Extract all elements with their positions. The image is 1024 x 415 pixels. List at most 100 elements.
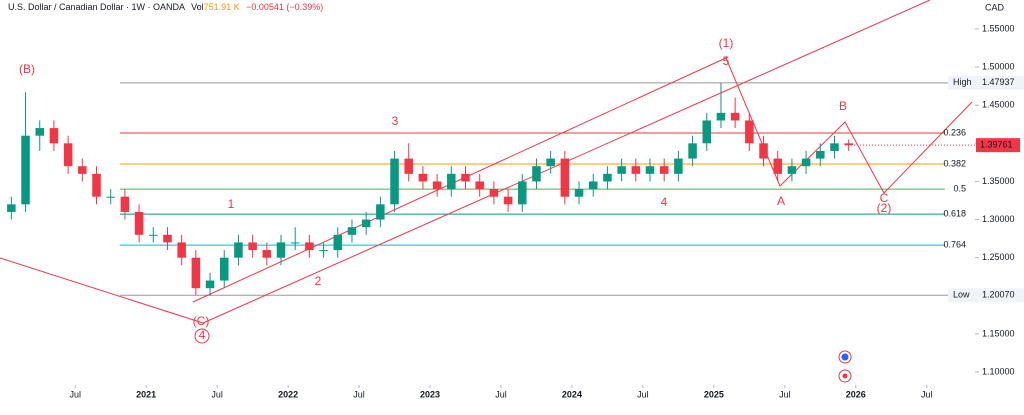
x-tick-label: 2025	[704, 389, 724, 399]
level-name: Low	[953, 290, 970, 300]
candle-body	[560, 158, 570, 197]
candle-body	[106, 196, 115, 198]
candle-body	[120, 196, 130, 212]
x-tick-label: Jul	[211, 389, 223, 399]
candle-body	[290, 242, 300, 244]
y-tick-label: 1.10000	[982, 366, 1015, 376]
candle-body	[149, 234, 158, 236]
last-price-badge	[976, 138, 1020, 153]
wave-label: 1	[228, 197, 235, 211]
candle-body	[503, 196, 513, 205]
wave-label: (1)	[719, 36, 734, 50]
wave-circle	[194, 328, 210, 344]
candle-body	[617, 166, 626, 174]
candle-body	[745, 120, 754, 144]
y-tick-label: 1.30000	[982, 214, 1015, 224]
y-tick-label: 1.35000	[982, 176, 1015, 186]
wave-label: 4	[661, 195, 668, 209]
candle-body	[276, 242, 286, 258]
candle-body	[390, 158, 399, 205]
trend-line	[192, 56, 729, 303]
candle-body	[361, 219, 371, 228]
level-badge	[948, 75, 1024, 90]
fib-label: 0.764	[943, 239, 966, 249]
x-tick-label: 2023	[420, 389, 440, 399]
candle-body	[588, 181, 598, 190]
projection-path	[725, 57, 973, 194]
level-value: 1.20070	[982, 290, 1015, 300]
candle-body	[702, 120, 712, 144]
x-tick-label: 2022	[278, 389, 298, 399]
flag-icon	[841, 353, 849, 361]
wave-label: 2	[315, 274, 322, 288]
candle-body	[674, 158, 683, 174]
candle-body	[801, 158, 811, 167]
fib-label: 0.5	[953, 183, 966, 193]
candle-body	[418, 173, 428, 182]
candle-body	[63, 143, 73, 167]
candle-body	[49, 128, 59, 144]
x-tick-label: 2026	[846, 389, 866, 399]
y-tick-label: 1.50000	[982, 61, 1015, 71]
trend-lines	[0, 0, 973, 324]
candle-body	[659, 166, 669, 174]
candle-body	[7, 204, 16, 212]
candle-body	[816, 150, 825, 159]
candle-body	[404, 158, 413, 174]
candle-body	[716, 112, 726, 121]
candle-body	[432, 181, 442, 190]
candle-body	[546, 158, 555, 167]
x-tick-label: 2021	[136, 389, 156, 399]
wave-label: C	[880, 191, 889, 205]
candle-body	[574, 189, 584, 197]
wave-label: (C)	[193, 314, 210, 328]
candle-body	[92, 173, 101, 197]
wave-label: 4	[199, 328, 206, 342]
candle-body	[177, 242, 186, 258]
wave-label: (2)	[877, 201, 892, 215]
candle-body	[461, 173, 470, 182]
fib-label: 0.618	[943, 209, 966, 219]
candle-body	[759, 143, 768, 159]
volume-label: Vol	[191, 2, 204, 12]
x-tick-label: Jul	[637, 389, 649, 399]
candle-body	[21, 135, 30, 205]
candle-body	[78, 166, 87, 174]
y-tick-label: 1.45000	[982, 100, 1015, 110]
candle-body	[532, 166, 541, 182]
flag-icon	[842, 373, 848, 379]
level-badge	[948, 288, 1024, 303]
x-tick-label: Jul	[353, 389, 365, 399]
candle-body	[305, 242, 314, 251]
candle-body	[489, 189, 499, 197]
candle-body	[787, 166, 797, 174]
candle-body	[773, 158, 782, 174]
candle-body	[645, 166, 655, 174]
y-tick-label: 1.55000	[982, 23, 1015, 33]
fib-label: 0.382	[943, 158, 966, 168]
wave-label: 5	[723, 54, 730, 68]
x-tick-label: Jul	[779, 389, 791, 399]
candle-body	[603, 173, 612, 182]
fib-label: 0.236	[943, 127, 966, 137]
candle-body	[191, 257, 201, 289]
candle-body	[631, 166, 641, 174]
currency: CAD	[985, 2, 1005, 12]
candle-body	[518, 181, 527, 205]
level-value: 1.47937	[982, 77, 1015, 87]
x-tick-label: Jul	[921, 389, 933, 399]
candle-body	[134, 211, 144, 235]
candle-body	[262, 250, 272, 258]
candle-body	[333, 234, 343, 251]
candle-body	[844, 143, 853, 146]
y-tick-label: 1.25000	[982, 252, 1015, 262]
x-tick-label: Jul	[69, 389, 81, 399]
trend-line	[0, 257, 204, 324]
candle-body	[234, 242, 243, 258]
level-name: High	[953, 77, 972, 87]
wave-label: B	[839, 99, 847, 113]
candle-body	[205, 280, 215, 289]
candle-body	[830, 143, 839, 151]
x-tick-label: Jul	[495, 389, 507, 399]
candle-body	[447, 173, 456, 190]
